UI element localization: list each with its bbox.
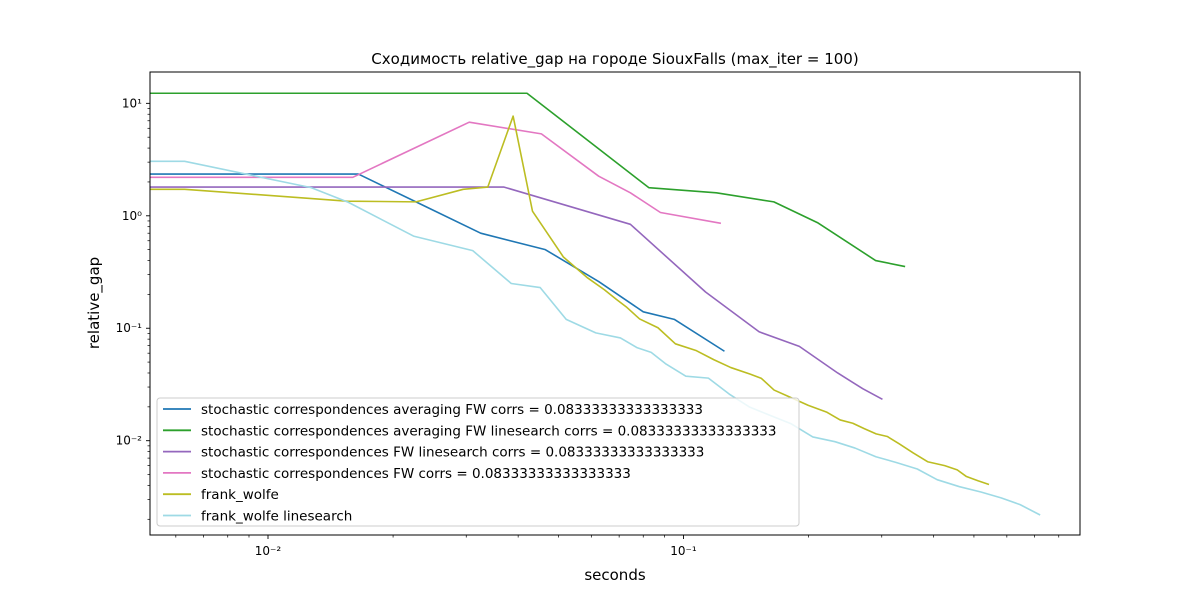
- series-line-3: [150, 186, 883, 401]
- legend-label-3: stochastic correspondences FW linesearch…: [201, 445, 704, 461]
- x-axis-label: seconds: [584, 566, 645, 584]
- series-line-5: [150, 115, 990, 486]
- legend-label-6: frank_wolfe linesearch: [201, 509, 352, 525]
- x-tick-label: 10⁻²: [255, 544, 282, 558]
- legend-label-2: stochastic correspondences averaging FW …: [201, 423, 776, 439]
- legend-label-1: stochastic correspondences averaging FW …: [201, 402, 703, 418]
- series-line-1: [150, 173, 725, 352]
- legend-label-5: frank_wolfe: [201, 487, 279, 503]
- axis-ticks: 10⁻² 10⁻¹ 10⁻² 10⁻¹ 10⁰ 10¹: [116, 96, 1060, 558]
- series-line-2: [150, 92, 906, 268]
- x-tick-label: 10⁻¹: [670, 544, 697, 558]
- series-line-6: [150, 160, 1041, 516]
- series-line-4: [150, 121, 722, 225]
- y-tick-label: 10⁻²: [116, 434, 143, 448]
- y-tick-label: 10⁰: [122, 209, 142, 223]
- y-tick-label: 10⁻¹: [116, 321, 143, 335]
- y-tick-label: 10¹: [122, 96, 142, 110]
- chart-title: Сходимость relative_gap на городе SiouxF…: [371, 50, 858, 69]
- series-layer: [150, 92, 1041, 516]
- legend: stochastic correspondences averaging FW …: [156, 397, 800, 527]
- y-axis-label: relative_gap: [85, 257, 104, 349]
- legend-box: [156, 397, 800, 527]
- legend-label-4: stochastic correspondences FW corrs = 0.…: [201, 466, 631, 482]
- plot-frame: [149, 71, 1081, 536]
